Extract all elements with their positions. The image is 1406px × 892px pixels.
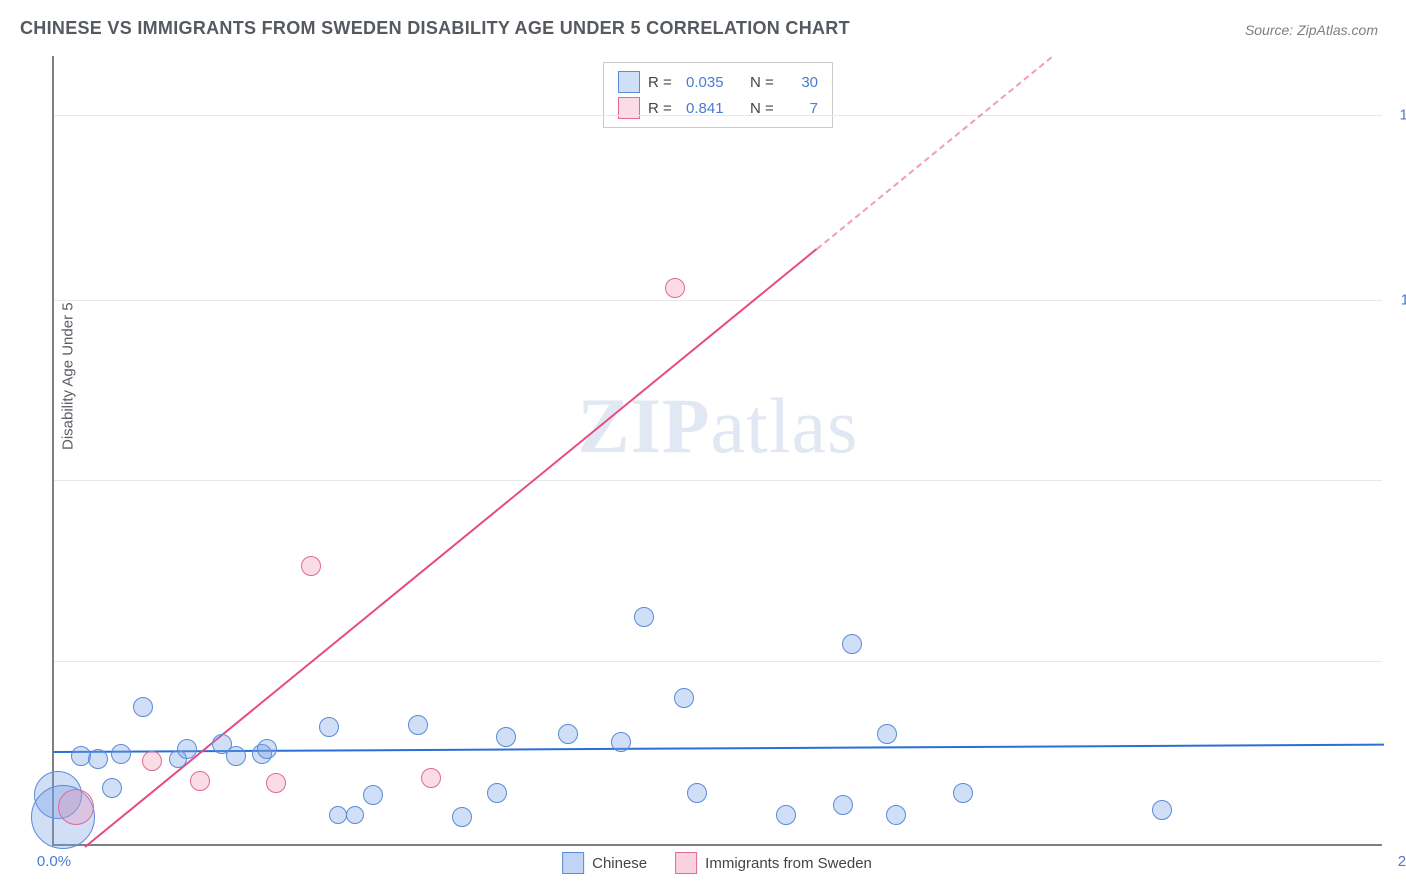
legend-label: Chinese bbox=[592, 855, 647, 872]
y-tick-label: 3.8% bbox=[1387, 652, 1406, 669]
correlation-legend: R = 0.035 N = 30 R =0.841N =7 bbox=[603, 62, 833, 128]
y-tick-label: 11.2% bbox=[1387, 291, 1406, 308]
data-point bbox=[319, 717, 339, 737]
gridline bbox=[54, 300, 1382, 301]
data-point bbox=[496, 727, 516, 747]
legend-swatch bbox=[618, 97, 640, 119]
gridline bbox=[54, 661, 1382, 662]
scatter-plot-area: Disability Age Under 5 ZIPatlas R = 0.035… bbox=[52, 56, 1382, 846]
source-attribution: Source: ZipAtlas.com bbox=[1245, 22, 1378, 38]
data-point bbox=[665, 278, 685, 298]
data-point bbox=[634, 607, 654, 627]
data-point bbox=[1152, 800, 1172, 820]
data-point bbox=[190, 771, 210, 791]
data-point bbox=[886, 805, 906, 825]
legend-row: R =0.841N =7 bbox=[618, 95, 818, 121]
data-point bbox=[674, 688, 694, 708]
data-point bbox=[833, 795, 853, 815]
data-point bbox=[877, 724, 897, 744]
data-point bbox=[842, 634, 862, 654]
watermark: ZIPatlas bbox=[578, 381, 859, 471]
data-point bbox=[346, 806, 364, 824]
legend-swatch bbox=[675, 852, 697, 874]
watermark-light: atlas bbox=[711, 382, 859, 469]
data-point bbox=[226, 746, 246, 766]
regression-line bbox=[84, 248, 817, 847]
n-label: N = bbox=[750, 74, 780, 91]
source-name: ZipAtlas.com bbox=[1297, 22, 1378, 38]
data-point bbox=[558, 724, 578, 744]
x-tick-label: 0.0% bbox=[37, 853, 71, 870]
data-point bbox=[102, 778, 122, 798]
data-point bbox=[452, 807, 472, 827]
gridline bbox=[54, 115, 1382, 116]
data-point bbox=[266, 773, 286, 793]
chart-title: CHINESE VS IMMIGRANTS FROM SWEDEN DISABI… bbox=[20, 18, 850, 39]
data-point bbox=[363, 785, 383, 805]
data-point bbox=[408, 715, 428, 735]
data-point bbox=[111, 744, 131, 764]
y-axis-label: Disability Age Under 5 bbox=[60, 302, 77, 450]
x-tick-label: 2.5% bbox=[1398, 853, 1406, 870]
y-tick-label: 15.0% bbox=[1387, 106, 1406, 123]
data-point bbox=[301, 556, 321, 576]
legend-row: R = 0.035 N = 30 bbox=[618, 69, 818, 95]
data-point bbox=[421, 768, 441, 788]
data-point bbox=[611, 732, 631, 752]
regression-line-dashed bbox=[816, 56, 1052, 250]
gridline bbox=[54, 480, 1382, 481]
r-label: R = bbox=[648, 74, 678, 91]
series-legend: Chinese Immigrants from Sweden bbox=[562, 852, 872, 874]
legend-label: Immigrants from Sweden bbox=[705, 855, 872, 872]
data-point bbox=[133, 697, 153, 717]
legend-swatch bbox=[562, 852, 584, 874]
data-point bbox=[58, 789, 94, 825]
data-point bbox=[177, 739, 197, 759]
data-point bbox=[88, 749, 108, 769]
legend-item: Chinese bbox=[562, 852, 647, 874]
data-point bbox=[687, 783, 707, 803]
data-point bbox=[487, 783, 507, 803]
data-point bbox=[257, 739, 277, 759]
y-tick-label: 7.5% bbox=[1387, 472, 1406, 489]
data-point bbox=[953, 783, 973, 803]
source-prefix: Source: bbox=[1245, 22, 1297, 38]
data-point bbox=[329, 806, 347, 824]
data-point bbox=[776, 805, 796, 825]
legend-swatch bbox=[618, 71, 640, 93]
legend-item: Immigrants from Sweden bbox=[675, 852, 872, 874]
data-point bbox=[142, 751, 162, 771]
n-value: 30 bbox=[788, 74, 818, 91]
r-value: 0.035 bbox=[686, 74, 742, 91]
